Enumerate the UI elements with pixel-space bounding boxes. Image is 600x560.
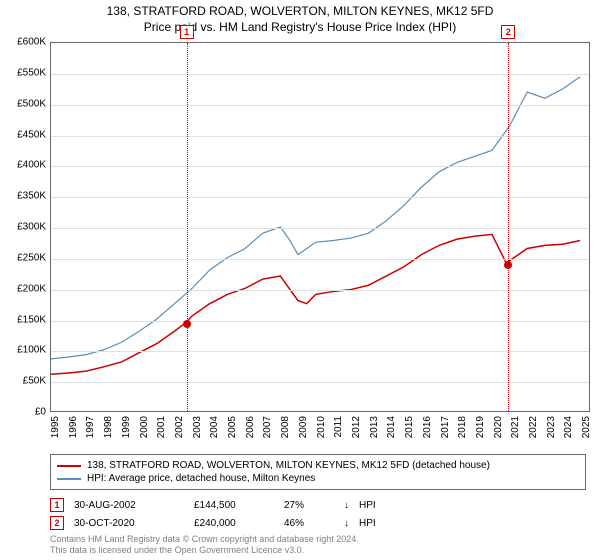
x-tick-label: 2003	[192, 416, 203, 438]
sales-table: 1 30-AUG-2002 £144,500 27% ↓ HPI 2 30-OCT-2020 £…	[50, 496, 586, 532]
sale-marker: 2	[50, 516, 64, 530]
sale-pct: 27%	[284, 500, 334, 511]
y-tick-label: £250K	[17, 252, 46, 263]
x-tick-label: 2024	[563, 416, 574, 438]
x-tick-label: 2005	[227, 416, 238, 438]
x-tick-label: 2012	[351, 416, 362, 438]
sale-comparator: HPI	[359, 518, 376, 529]
y-tick-label: £200K	[17, 283, 46, 294]
series-property	[51, 234, 580, 374]
sale-price: £144,500	[194, 500, 274, 511]
marker-vline	[508, 43, 509, 411]
x-tick-label: 2014	[386, 416, 397, 438]
sale-point	[504, 261, 512, 269]
y-axis: £0£50K£100K£150K£200K£250K£300K£350K£400…	[0, 42, 50, 412]
down-arrow-icon: ↓	[344, 500, 349, 511]
x-tick-label: 2007	[262, 416, 273, 438]
down-arrow-icon: ↓	[344, 518, 349, 529]
x-tick-label: 2022	[528, 416, 539, 438]
footer: Contains HM Land Registry data © Crown c…	[50, 534, 359, 556]
sale-point	[183, 320, 191, 328]
marker-vline	[187, 43, 188, 411]
sale-comparator: HPI	[359, 500, 376, 511]
x-tick-label: 1995	[50, 416, 61, 438]
y-tick-label: £450K	[17, 129, 46, 140]
legend-row: HPI: Average price, detached house, Milt…	[57, 472, 579, 485]
x-tick-label: 2018	[457, 416, 468, 438]
x-tick-label: 2013	[369, 416, 380, 438]
sale-pct: 46%	[284, 518, 334, 529]
marker-label: 1	[180, 25, 194, 39]
x-tick-label: 2010	[316, 416, 327, 438]
y-tick-label: £300K	[17, 222, 46, 233]
plot-area: 12	[50, 42, 590, 412]
x-tick-label: 2015	[404, 416, 415, 438]
y-tick-label: £150K	[17, 314, 46, 325]
y-tick-label: £50K	[23, 376, 46, 387]
x-tick-label: 1998	[103, 416, 114, 438]
x-tick-label: 2002	[174, 416, 185, 438]
x-tick-label: 2020	[493, 416, 504, 438]
sale-date: 30-OCT-2020	[74, 518, 184, 529]
legend-label: HPI: Average price, detached house, Milt…	[87, 473, 315, 484]
x-axis: 1995 1996 1997 1998 1999 2000 2001 2002 2003 2004…	[50, 412, 590, 452]
y-tick-label: £550K	[17, 67, 46, 78]
x-tick-label: 2001	[156, 416, 167, 438]
x-tick-label: 2023	[546, 416, 557, 438]
y-tick-label: £350K	[17, 191, 46, 202]
x-tick-label: 1996	[68, 416, 79, 438]
footer-line2: This data is licensed under the Open Gov…	[50, 545, 359, 556]
x-tick-label: 2016	[422, 416, 433, 438]
x-tick-label: 2000	[139, 416, 150, 438]
sale-row: 1 30-AUG-2002 £144,500 27% ↓ HPI	[50, 496, 586, 514]
sale-marker: 1	[50, 498, 64, 512]
x-tick-label: 2008	[280, 416, 291, 438]
title-address: 138, STRATFORD ROAD, WOLVERTON, MILTON K…	[0, 4, 600, 18]
x-tick-label: 1999	[121, 416, 132, 438]
x-tick-label: 2019	[475, 416, 486, 438]
footer-line1: Contains HM Land Registry data © Crown c…	[50, 534, 359, 545]
x-tick-label: 2025	[581, 416, 592, 438]
legend-row: 138, STRATFORD ROAD, WOLVERTON, MILTON K…	[57, 459, 579, 472]
sale-price: £240,000	[194, 518, 274, 529]
chart-container: 138, STRATFORD ROAD, WOLVERTON, MILTON K…	[0, 0, 600, 560]
x-tick-label: 2011	[333, 416, 344, 438]
x-tick-label: 1997	[85, 416, 96, 438]
x-tick-label: 2017	[440, 416, 451, 438]
legend-swatch	[57, 478, 81, 480]
x-tick-label: 2021	[510, 416, 521, 438]
x-tick-label: 2009	[298, 416, 309, 438]
legend-swatch	[57, 465, 81, 467]
y-tick-label: £100K	[17, 345, 46, 356]
x-tick-label: 2004	[209, 416, 220, 438]
series-hpi	[51, 77, 580, 359]
y-tick-label: £0	[35, 407, 46, 418]
y-tick-label: £400K	[17, 160, 46, 171]
legend-label: 138, STRATFORD ROAD, WOLVERTON, MILTON K…	[87, 460, 490, 471]
sale-row: 2 30-OCT-2020 £240,000 46% ↓ HPI	[50, 514, 586, 532]
legend: 138, STRATFORD ROAD, WOLVERTON, MILTON K…	[50, 454, 586, 490]
x-tick-label: 2006	[245, 416, 256, 438]
marker-label: 2	[501, 25, 515, 39]
y-tick-label: £500K	[17, 98, 46, 109]
y-tick-label: £600K	[17, 37, 46, 48]
sale-date: 30-AUG-2002	[74, 500, 184, 511]
